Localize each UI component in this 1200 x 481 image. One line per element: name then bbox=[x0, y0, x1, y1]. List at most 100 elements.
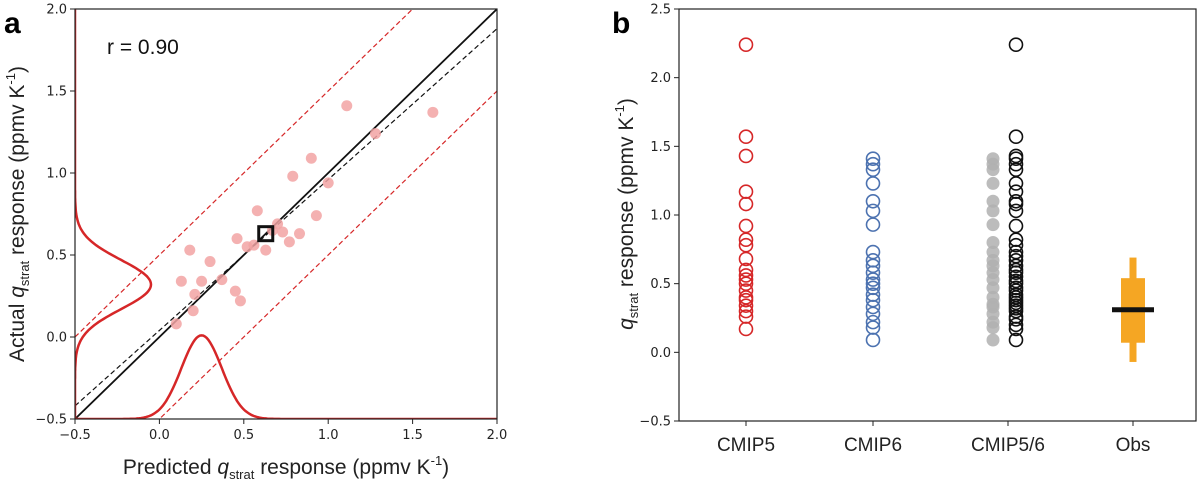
x-tick-label: 2.0 bbox=[487, 428, 508, 443]
open-red-point bbox=[738, 218, 754, 234]
open-blue-point bbox=[865, 176, 881, 191]
panel-a-chart: −0.5 0.0 0.5 1.0 1.5 2.0 −0.50.00.51.01.52.0 … bbox=[3, 3, 507, 481]
data-point-9 bbox=[229, 285, 241, 297]
open-red-point bbox=[738, 283, 754, 298]
y-tick-label: 1.0 bbox=[46, 167, 67, 182]
data-point-22 bbox=[305, 152, 317, 164]
open-red-point bbox=[738, 268, 754, 283]
open-red-point bbox=[738, 184, 754, 199]
panel-a-y-axis-label: Actual qstrat response (ppmv K-1) bbox=[3, 66, 32, 362]
open-blue-point bbox=[865, 203, 881, 219]
data-point-25 bbox=[341, 100, 353, 112]
data-point-3 bbox=[184, 244, 196, 256]
open-blue-point bbox=[865, 217, 881, 232]
open-blue-point bbox=[865, 314, 881, 330]
open-black-point bbox=[1008, 218, 1024, 234]
panel-b-x-ticks: CMIP5 CMIP6 CMIP5/6 Obs bbox=[717, 421, 1150, 456]
open-red-point bbox=[738, 237, 754, 253]
open-blue-point bbox=[865, 332, 881, 348]
panel-b-frame bbox=[678, 8, 1197, 422]
y-tick-label: 1.0 bbox=[650, 209, 671, 224]
data-point-1 bbox=[170, 318, 182, 330]
y-tick-label: 1.5 bbox=[650, 140, 671, 155]
panel-b-chart: −0.5 0.0 0.5 1.0 1.5 2.0 2.5 CMIP5 CMIP6 CMIP5/6… bbox=[612, 3, 1197, 456]
panel-b-points bbox=[738, 37, 1024, 348]
mean-square-marker bbox=[257, 225, 275, 243]
open-black-point bbox=[1008, 203, 1024, 219]
y-tick-label: −0.5 bbox=[35, 413, 67, 428]
panel-a-label: a bbox=[4, 7, 21, 40]
y-tick-label: 2.0 bbox=[650, 71, 671, 86]
open-blue-point bbox=[865, 156, 881, 172]
open-black-point bbox=[1008, 184, 1024, 199]
y-tick-label: 0.5 bbox=[46, 249, 67, 264]
x-tick-label: 1.5 bbox=[402, 428, 423, 443]
data-point-2 bbox=[175, 275, 187, 287]
open-blue-point bbox=[865, 276, 881, 291]
open-blue-point bbox=[865, 244, 881, 260]
data-point-7 bbox=[204, 256, 216, 268]
data-point-26 bbox=[369, 128, 381, 140]
predicted-pdf-curve bbox=[75, 334, 497, 419]
panel-a-lines bbox=[75, 9, 497, 419]
open-blue-point bbox=[865, 280, 881, 296]
open-black-point bbox=[1008, 237, 1024, 253]
open-black-point bbox=[1008, 253, 1024, 268]
y-tick-label: 0.0 bbox=[46, 331, 67, 346]
open-black-point bbox=[1008, 129, 1024, 145]
open-black-point bbox=[1008, 37, 1024, 53]
filled-gray-point bbox=[986, 333, 1000, 347]
prediction-band-line-2 bbox=[158, 90, 497, 419]
one-to-one-line bbox=[75, 9, 497, 419]
open-black-point bbox=[1008, 148, 1024, 164]
filled-gray-point bbox=[986, 235, 1000, 249]
category-label-cmip5: CMIP5 bbox=[717, 435, 775, 456]
filled-gray-point bbox=[986, 176, 1000, 190]
filled-gray-point bbox=[986, 152, 1000, 166]
open-blue-point bbox=[865, 287, 881, 302]
y-tick-label: 1.5 bbox=[46, 85, 67, 100]
x-tick-label: 0.5 bbox=[233, 428, 254, 443]
panel-a-y-ticks: −0.5 0.0 0.5 1.0 1.5 2.0 bbox=[35, 3, 75, 428]
panel-a-x-axis-label: Predicted qstrat response (ppmv K-1) bbox=[123, 453, 449, 481]
data-point-18 bbox=[277, 226, 289, 238]
panel-b-y-axis-label: qstrat response (ppmv K-1) bbox=[612, 98, 641, 330]
data-point-6 bbox=[196, 275, 208, 287]
actual-pdf-curve bbox=[75, 9, 153, 419]
panel-a-pdfs bbox=[75, 9, 497, 419]
panel-b-y-ticks: −0.5 0.0 0.5 1.0 1.5 2.0 2.5 bbox=[639, 3, 679, 430]
x-tick-label: 0.0 bbox=[149, 428, 170, 443]
filled-gray-point bbox=[986, 204, 1000, 218]
filled-gray-point bbox=[986, 290, 1000, 304]
data-point-17 bbox=[272, 218, 284, 230]
open-black-point bbox=[1008, 332, 1024, 348]
data-point-21 bbox=[294, 228, 306, 240]
open-blue-point bbox=[865, 151, 881, 166]
prediction-band-line-1 bbox=[75, 9, 414, 338]
filled-gray-point bbox=[986, 245, 1000, 259]
panel-a-points bbox=[170, 100, 439, 330]
open-blue-point bbox=[865, 193, 881, 209]
data-point-27 bbox=[427, 106, 439, 118]
y-tick-label: −0.5 bbox=[639, 415, 671, 430]
open-red-point bbox=[738, 148, 754, 164]
open-red-point bbox=[738, 262, 754, 278]
open-black-point bbox=[1008, 273, 1024, 289]
y-tick-label: 2.5 bbox=[650, 3, 671, 18]
x-tick-label: 1.0 bbox=[318, 428, 339, 443]
open-black-point bbox=[1008, 156, 1024, 172]
panel-a-x-ticks: −0.5 0.0 0.5 1.0 1.5 2.0 bbox=[59, 419, 507, 443]
x-tick-label: −0.5 bbox=[59, 428, 91, 443]
open-red-point bbox=[738, 272, 754, 287]
data-point-20 bbox=[287, 170, 299, 182]
data-point-13 bbox=[248, 239, 260, 251]
data-point-19 bbox=[283, 236, 295, 248]
data-point-5 bbox=[189, 288, 201, 300]
open-red-point bbox=[738, 196, 754, 212]
correlation-annotation: r = 0.90 bbox=[107, 36, 179, 59]
data-point-14 bbox=[251, 205, 263, 217]
open-black-point bbox=[1008, 176, 1024, 191]
open-red-point bbox=[738, 309, 754, 324]
panel-a-frame bbox=[74, 8, 498, 420]
